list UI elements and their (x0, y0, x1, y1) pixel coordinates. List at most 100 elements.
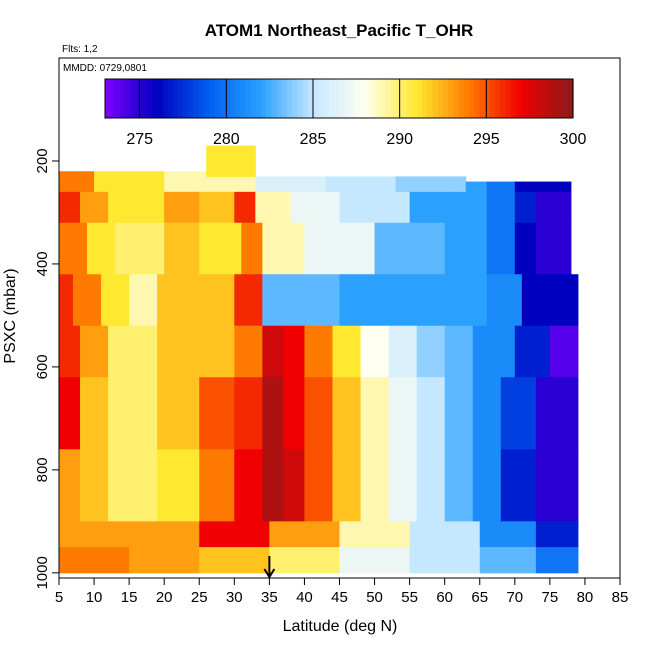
heatmap-cell (388, 325, 418, 378)
colorbar-segment (453, 79, 460, 118)
heatmap-cell (549, 325, 579, 378)
flights-note: Flts: 1,2 (62, 44, 98, 55)
heatmap-cell (339, 547, 411, 574)
heatmap-cell (332, 377, 362, 450)
heatmap-cell (164, 191, 200, 224)
heatmap-cell (129, 274, 158, 327)
heatmap-cell (80, 377, 109, 450)
heatmap-cell (108, 325, 158, 378)
colorbar-segment (318, 79, 324, 118)
colorbar-segment (562, 79, 569, 118)
x-tick-label: 60 (436, 589, 453, 606)
heatmap-cell (199, 191, 235, 224)
heatmap-cell (199, 222, 242, 275)
x-tick-label: 70 (506, 589, 523, 606)
heatmap-cell (80, 191, 109, 224)
heatmap-cell (80, 449, 109, 522)
heatmap-cell (199, 521, 270, 548)
heatmap-cell (59, 171, 95, 193)
colorbar-segment (183, 79, 189, 118)
colorbar-segment (463, 79, 470, 118)
colorbar-tick-label: 295 (473, 131, 500, 148)
x-tick-label: 30 (226, 589, 243, 606)
colorbar-segment (479, 79, 486, 118)
heatmap-cell (206, 145, 256, 177)
heatmap-cell (262, 325, 284, 378)
heatmap-cell (234, 377, 263, 450)
colorbar-segment (406, 79, 413, 118)
chart-title: ATOM1 Northeast_Pacific T_OHR (205, 21, 474, 40)
x-tick-label: 80 (577, 589, 594, 606)
heatmap-cell (262, 274, 340, 327)
date-note: MMDD: 0729,0801 (63, 63, 147, 74)
colorbar-segment (385, 79, 392, 118)
heatmap-cell (479, 521, 537, 548)
heatmap-cell (486, 222, 516, 275)
colorbar-segment (266, 79, 272, 118)
colorbar-segment (427, 79, 434, 118)
heatmap-cell (360, 325, 390, 378)
heatmap-cell (199, 274, 235, 327)
heatmap-cell (283, 325, 305, 378)
colorbar-segment (203, 79, 210, 118)
heatmap-cell (535, 521, 579, 548)
heatmap-cell (360, 449, 390, 522)
heatmap-cell (269, 521, 340, 548)
colorbar-segment (557, 79, 564, 118)
colorbar-segment (125, 79, 132, 118)
colorbar-tick-label: 300 (560, 131, 587, 148)
heatmap-cell (535, 449, 579, 522)
colorbar-segment (370, 79, 376, 118)
colorbar-segment (469, 79, 475, 118)
heatmap-cell (486, 274, 523, 327)
heatmap-cell (241, 222, 263, 275)
colorbar-segment (432, 79, 439, 118)
colorbar-segment (495, 79, 501, 118)
heatmap-cell (59, 222, 88, 275)
colorbar-segment (271, 79, 278, 118)
heatmap-cell (234, 274, 263, 327)
heatmap-cell (535, 191, 572, 224)
marker-arrow-head (263, 568, 276, 579)
heatmap-cell (94, 171, 165, 193)
heatmap-cell (262, 377, 284, 450)
heatmap-cell (500, 377, 537, 450)
heatmap-cell (500, 449, 537, 522)
y-tick-label: 400 (34, 251, 51, 276)
colorbar-segment (162, 79, 168, 118)
heatmap-cell (108, 191, 165, 224)
heatmap-cell (521, 274, 579, 327)
heatmap-cell (339, 521, 411, 548)
heatmap-cell (514, 181, 537, 193)
colorbar-segment (245, 79, 252, 118)
colorbar-segment (224, 79, 231, 118)
heatmap-cell (374, 222, 446, 275)
heatmap-cell (472, 449, 502, 522)
colorbar: 275 280 285 290 295 300 (104, 78, 587, 148)
heatmap-cell (59, 191, 81, 224)
colorbar-segment (250, 79, 257, 118)
colorbar-segment (105, 79, 111, 118)
x-tick-label: 55 (401, 589, 418, 606)
colorbar-tick-label: 280 (213, 131, 240, 148)
colorbar-segment (443, 79, 449, 118)
colorbar-segment (489, 79, 496, 118)
colorbar-segment (547, 79, 553, 118)
colorbar-segment (474, 79, 480, 118)
colorbar-segment (344, 79, 350, 118)
heatmap-cell (472, 325, 516, 378)
heatmap-cell (59, 449, 81, 522)
heatmap-cell (101, 274, 130, 327)
heatmap-cell (234, 191, 256, 224)
heatmap-cell (262, 449, 284, 522)
colorbar-segment (536, 79, 543, 118)
heatmap-cell (59, 547, 130, 574)
colorbar-segment (515, 79, 522, 118)
heatmap-cell (157, 274, 200, 327)
y-tick-label: 800 (34, 457, 51, 482)
heatmap-cell (514, 222, 537, 275)
colorbar-segment (422, 79, 428, 118)
colorbar-segment (115, 79, 122, 118)
x-tick-label: 40 (296, 589, 313, 606)
x-tick-label: 20 (156, 589, 173, 606)
